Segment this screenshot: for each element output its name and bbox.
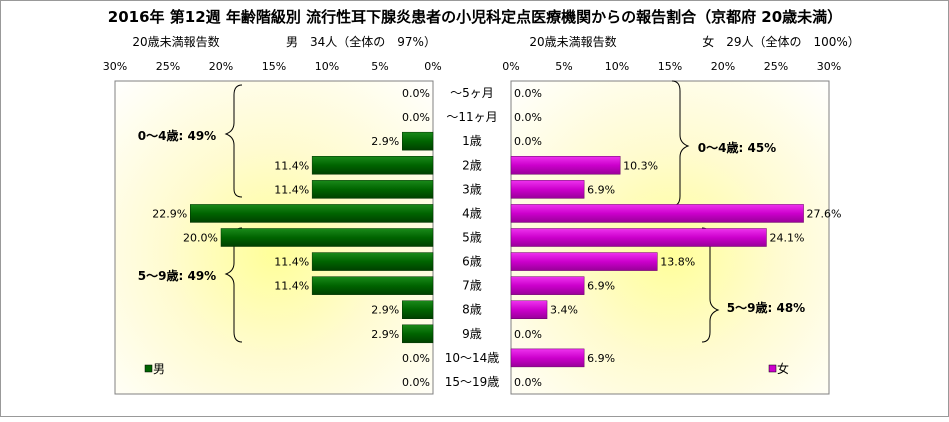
male-data-label: 20.0% — [183, 232, 218, 245]
right-tick-label: 30% — [817, 60, 841, 73]
female-data-label: 0.0% — [514, 328, 542, 341]
female-0-4-label: 0〜4歳: 45% — [698, 140, 776, 155]
right-tick-label: 25% — [764, 60, 788, 73]
male-bar — [220, 228, 434, 247]
male-data-label: 11.4% — [274, 256, 309, 269]
male-bar — [311, 180, 434, 199]
male-0-4-label: 0〜4歳: 49% — [138, 128, 216, 143]
category-label: 〜11ヶ月 — [446, 110, 497, 124]
male-data-label: 11.4% — [274, 159, 309, 172]
category-label: 5歳 — [462, 231, 482, 245]
male-data-label: 2.9% — [371, 328, 399, 341]
male-data-label: 2.9% — [371, 135, 399, 148]
category-label: 4歳 — [462, 206, 482, 220]
female-data-label: 0.0% — [514, 87, 542, 100]
male-data-label: 0.0% — [402, 352, 430, 365]
male-bar — [311, 252, 434, 271]
female-bar — [510, 204, 804, 223]
right-count: 女 29人（全体の 100%） — [702, 34, 860, 49]
category-label: 1歳 — [462, 134, 482, 148]
left-tick-label: 25% — [156, 60, 180, 73]
female-data-label: 27.6% — [807, 207, 842, 220]
category-label: 6歳 — [462, 255, 482, 269]
left-tick-label: 20% — [209, 60, 233, 73]
male-bar — [402, 324, 434, 344]
female-bar — [510, 276, 585, 295]
male-data-label: 22.9% — [152, 207, 187, 220]
female-bar — [510, 300, 548, 319]
male-bar — [190, 204, 434, 223]
male-bar — [311, 276, 434, 295]
chart-title: 2016年 第12週 年齢階級別 流行性耳下腺炎患者の小児科定点医療機関からの報… — [108, 8, 842, 26]
left-tick-label: 0% — [424, 60, 441, 73]
female-data-label: 10.3% — [623, 159, 658, 172]
female-data-label: 0.0% — [514, 135, 542, 148]
right-tick-label: 20% — [711, 60, 735, 73]
female-bar — [510, 156, 621, 175]
female-bar — [510, 228, 767, 247]
female-data-label: 13.8% — [660, 256, 695, 269]
male-data-label: 0.0% — [402, 87, 430, 100]
right-tick-label: 5% — [555, 60, 572, 73]
female-bar — [510, 252, 658, 271]
male-data-label: 11.4% — [274, 183, 309, 196]
category-label: 3歳 — [462, 182, 482, 196]
left-subtitle: 20歳未満報告数 — [132, 34, 219, 49]
left-tick-label: 15% — [262, 60, 286, 73]
female-5-9-label: 5〜9歳: 48% — [727, 300, 805, 315]
category-label: 〜5ヶ月 — [450, 86, 494, 100]
male-bar — [402, 131, 434, 151]
category-label: 9歳 — [462, 327, 482, 341]
right-tick-label: 10% — [605, 60, 629, 73]
female-0-4-brace — [671, 80, 690, 207]
female-bar — [510, 348, 585, 368]
right-tick-label: 0% — [502, 60, 519, 73]
male-data-label: 0.0% — [402, 111, 430, 124]
right-tick-label: 15% — [658, 60, 682, 73]
male-data-label: 11.4% — [274, 280, 309, 293]
legend-female-swatch — [768, 364, 777, 373]
male-data-label: 2.9% — [371, 304, 399, 317]
left-tick-label: 30% — [103, 60, 127, 73]
category-label: 8歳 — [462, 303, 482, 317]
male-bar — [402, 300, 434, 319]
female-data-label: 0.0% — [514, 111, 542, 124]
category-label: 10〜14歳 — [445, 351, 500, 365]
left-tick-label: 10% — [315, 60, 339, 73]
female-data-label: 6.9% — [587, 183, 615, 196]
legend-male-label: 男 — [153, 362, 165, 376]
category-label: 7歳 — [462, 279, 482, 293]
male-5-9-label: 5〜9歳: 49% — [138, 268, 216, 283]
left-tick-label: 5% — [371, 60, 388, 73]
male-0-4-brace — [224, 84, 243, 198]
right-subtitle: 20歳未満報告数 — [529, 34, 616, 49]
male-bar — [311, 156, 434, 175]
legend-female-label: 女 — [777, 361, 789, 376]
male-data-label: 0.0% — [402, 376, 430, 389]
female-data-label: 0.0% — [514, 376, 542, 389]
female-data-label: 6.9% — [587, 280, 615, 293]
female-data-label: 3.4% — [550, 304, 578, 317]
category-label: 2歳 — [462, 158, 482, 172]
female-data-label: 24.1% — [769, 232, 804, 245]
female-data-label: 6.9% — [587, 352, 615, 365]
left-count: 男 34人（全体の 97%） — [286, 34, 436, 49]
category-label: 15〜19歳 — [445, 375, 500, 389]
legend-male-swatch — [144, 364, 153, 373]
female-bar — [510, 180, 585, 199]
